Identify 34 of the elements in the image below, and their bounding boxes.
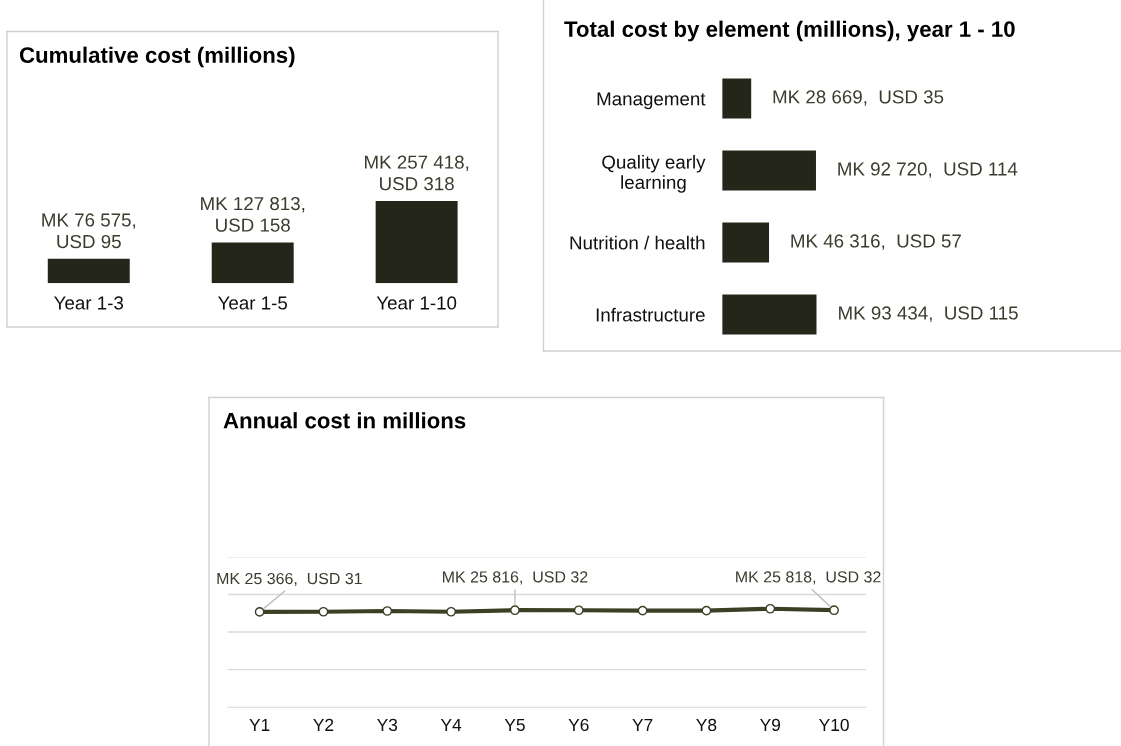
bar [722,222,770,263]
x-tick-label: Year 1-5 [218,296,288,310]
data-label: MK 25 816, USD 32 [443,571,588,585]
chart-title: Cumulative cost (millions) [19,46,295,68]
data-label: MK 93 434, USD 115 [839,306,1018,322]
data-label: MK 127 813, USD 158 [201,196,305,232]
x-tick-label: Year 1-3 [54,296,124,310]
x-tick-label: Y7 [632,718,653,731]
data-label: MK 28 669, USD 35 [773,90,944,106]
x-tick-label: Y5 [504,718,525,732]
data-label: MK 257 418, USD 318 [365,155,469,191]
data-label: MK 25 366, USD 31 [217,572,362,587]
y-tick-label: Quality early learning [602,155,706,193]
chart-title: Total cost by element (millions), year 1 - 10 [564,20,1015,42]
x-tick-label: Y3 [377,718,398,732]
y-tick-label: Management [597,92,706,110]
bar [722,78,752,119]
x-tick-label: Y1 [249,718,270,731]
bar [722,150,816,191]
chart-title: Annual cost in millions [223,412,466,429]
x-tick-label: Year 1-10 [376,296,457,310]
bar [722,294,817,335]
data-label: MK 76 575, USD 95 [42,213,136,249]
x-tick-label: Y8 [696,718,717,732]
x-tick-label: Y4 [440,718,462,731]
data-label: MK 46 316, USD 57 [791,234,961,250]
data-label: MK 92 720, USD 114 [838,162,1018,178]
x-tick-label: Y6 [568,718,589,732]
data-label: MK 25 818, USD 32 [736,571,881,585]
x-tick-label: Y2 [313,718,334,731]
y-tick-label: Infrastructure [596,307,705,322]
x-tick-label: Y10 [819,718,849,732]
y-tick-label: Nutrition / health [570,235,705,250]
x-tick-label: Y9 [760,718,781,732]
